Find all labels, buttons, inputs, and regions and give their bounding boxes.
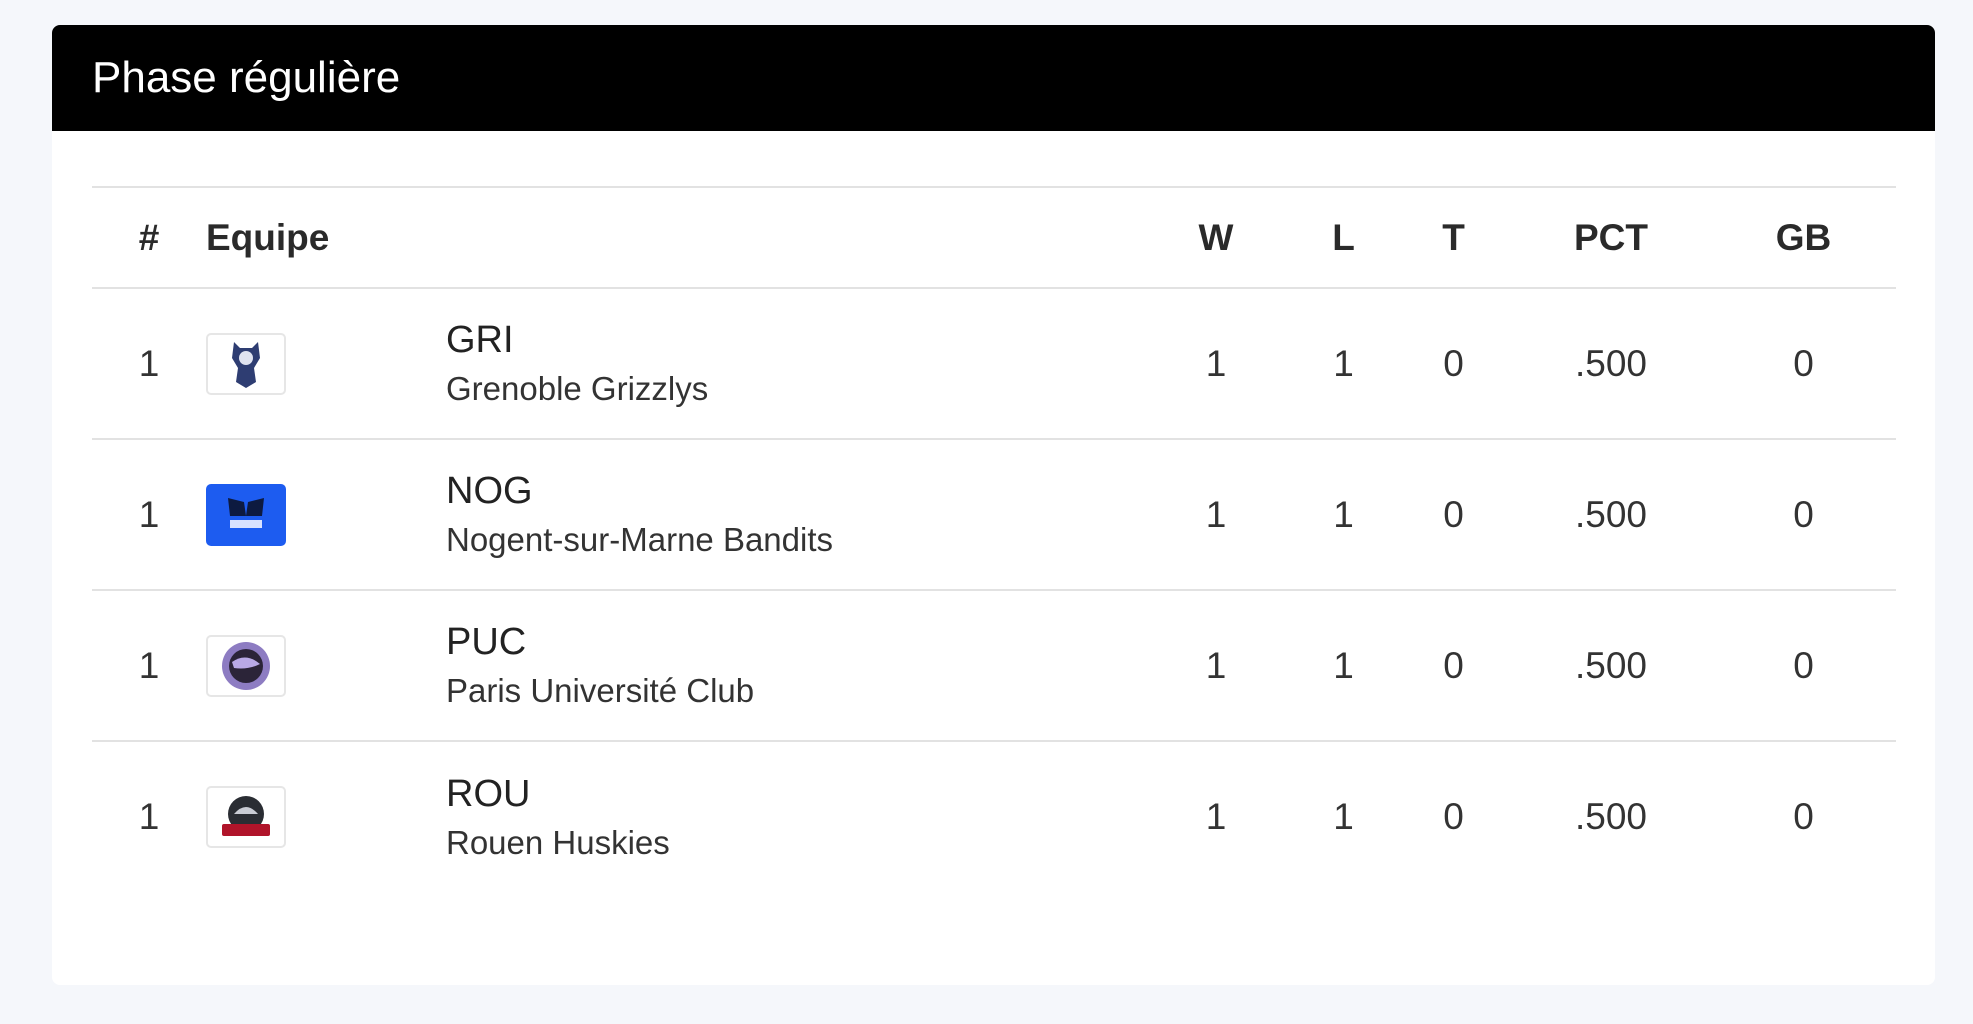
- rank: 1: [92, 438, 206, 590]
- table-header-row: # Equipe W L T PCT GB: [92, 186, 1896, 288]
- grenoble-grizzlys-logo-icon: [206, 332, 286, 395]
- pct: .500: [1511, 287, 1711, 439]
- pct: .500: [1511, 740, 1711, 892]
- header-pct: PCT: [1511, 186, 1711, 288]
- rouen-huskies-logo-icon: [206, 786, 286, 848]
- rank: 1: [92, 589, 206, 741]
- games-behind: 0: [1711, 740, 1896, 892]
- losses: 1: [1291, 287, 1396, 439]
- pct: .500: [1511, 589, 1711, 741]
- header-rank: #: [92, 186, 206, 288]
- table-row: 1 PUC Paris Université Club 1 1 0 .500 0: [92, 589, 1896, 741]
- losses: 1: [1291, 589, 1396, 741]
- panel-header: Phase régulière: [52, 25, 1935, 131]
- table-row: 1 GRI Grenoble Grizzlys 1 1 0 .500 0: [92, 287, 1896, 439]
- team-abbr: ROU: [446, 772, 531, 815]
- nogent-bandits-logo-icon: [206, 483, 286, 546]
- header-gb: GB: [1711, 186, 1896, 288]
- table-row: 1 NOG Nogent-sur-Marne Bandits 1 1 0 .500…: [92, 438, 1896, 590]
- rank: 1: [92, 287, 206, 439]
- header-team-spacer: [446, 186, 1141, 288]
- team-name: Rouen Huskies: [446, 823, 670, 861]
- header-team: Equipe: [206, 186, 446, 288]
- header-t: T: [1396, 186, 1511, 288]
- team-abbr: PUC: [446, 621, 527, 663]
- team-name: Nogent-sur-Marne Bandits: [446, 521, 834, 558]
- header-l: L: [1291, 186, 1396, 288]
- wins: 1: [1141, 287, 1291, 439]
- standings-table: # Equipe W L T PCT GB 1 GRI Grenoble Griz…: [92, 186, 1896, 892]
- rank: 1: [92, 740, 206, 892]
- ties: 0: [1396, 589, 1511, 741]
- team-name: Paris Université Club: [446, 672, 755, 709]
- wins: 1: [1141, 589, 1291, 741]
- ties: 0: [1396, 740, 1511, 892]
- wins: 1: [1141, 438, 1291, 590]
- games-behind: 0: [1711, 287, 1896, 439]
- games-behind: 0: [1711, 438, 1896, 590]
- ties: 0: [1396, 438, 1511, 590]
- team-name: Grenoble Grizzlys: [446, 370, 709, 407]
- panel-title: Phase régulière: [92, 53, 401, 102]
- pct: .500: [1511, 438, 1711, 590]
- games-behind: 0: [1711, 589, 1896, 741]
- losses: 1: [1291, 438, 1396, 590]
- table-row: 1 ROU Rouen Huskies 1 1 0 .500 0: [92, 740, 1896, 892]
- puc-logo-icon: [206, 634, 286, 697]
- losses: 1: [1291, 740, 1396, 892]
- standings-card: Phase régulière # Equipe W L T PCT GB 1 …: [52, 25, 1935, 985]
- team-abbr: GRI: [446, 319, 514, 361]
- ties: 0: [1396, 287, 1511, 439]
- wins: 1: [1141, 740, 1291, 892]
- team-abbr: NOG: [446, 470, 533, 512]
- header-w: W: [1141, 186, 1291, 288]
